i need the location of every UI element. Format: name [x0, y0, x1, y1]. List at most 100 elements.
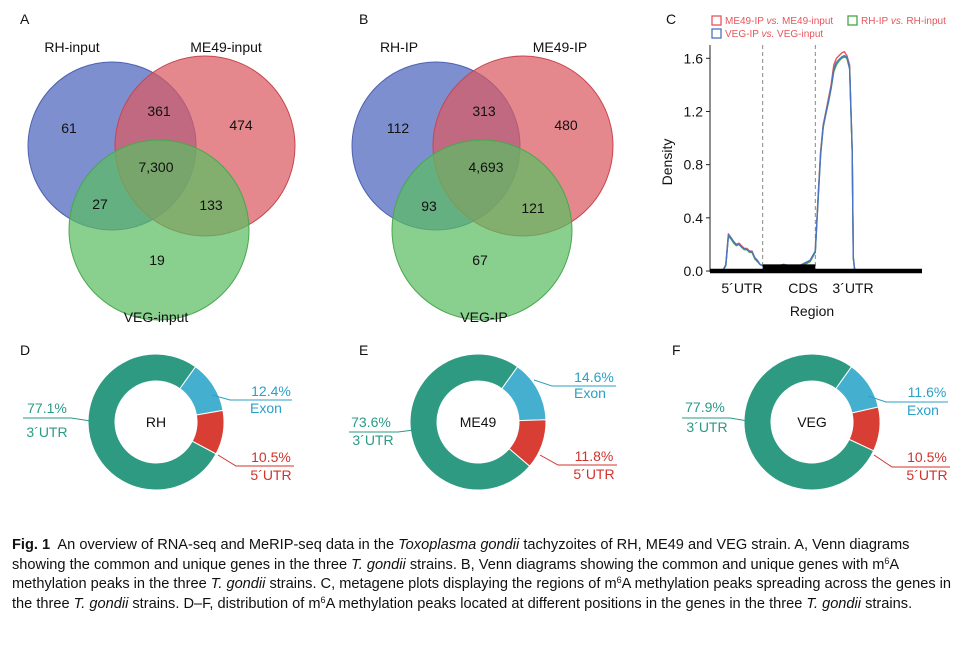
- donut-me49-3utr-pct: 73.6%: [351, 414, 391, 430]
- caption-sup-2: 6: [616, 575, 622, 586]
- donut-me49-3utr-name: 3´UTR: [352, 432, 393, 448]
- legend-swatch-me49: [711, 15, 722, 26]
- donut-me49-slice-3utr: [409, 353, 531, 491]
- legend-rh-prefix: RH-IP: [861, 16, 891, 27]
- venn-b-r12-count: 313: [472, 103, 496, 119]
- donut-me49-exon-pct: 14.6%: [574, 369, 614, 385]
- y-tick-label-0: 0.0: [684, 263, 704, 279]
- venn-a-set3-circle: [68, 139, 250, 321]
- chart-y-ticks: 0.0 0.4 0.8 1.2 1.6: [684, 50, 710, 279]
- donut-me49-exon-name: Exon: [574, 385, 606, 401]
- legend-veg-prefix: VEG-IP: [725, 29, 762, 40]
- venn-a-r23-count: 133: [199, 197, 223, 213]
- donut-veg-3utr-name: 3´UTR: [686, 419, 727, 435]
- leader-veg-3utr: [682, 417, 749, 422]
- venn-b-only3-count: 67: [472, 252, 488, 268]
- series-line-2: [710, 54, 868, 272]
- donut-veg-5utr-name: 5´UTR: [906, 467, 947, 483]
- leader-rh-exon: [211, 394, 292, 401]
- panel-a-letter: A: [20, 11, 30, 27]
- caption-text-2: tachyzoites of RH, ME49 and VEG strain. …: [12, 537, 910, 573]
- caption-sup-1: 6: [884, 555, 890, 566]
- series-line-0: [710, 50, 868, 272]
- venn-a-only1-count: 61: [61, 120, 77, 136]
- figure-caption: Fig. 1 An overview of RNA-seq and MeRIP-…: [12, 536, 957, 614]
- venn-a-r13-count: 27: [92, 196, 108, 212]
- donut-rh-5utr-pct: 10.5%: [251, 449, 291, 465]
- x-tick-cds: CDS: [788, 280, 818, 296]
- leader-veg-exon: [867, 395, 948, 403]
- panel-f: F VEG 77.9% 3´UTR 11.6% Exon 10.5% 5´UTR: [672, 342, 950, 491]
- caption-fig-label: Fig. 1: [12, 537, 51, 553]
- venn-b-r13-count: 93: [421, 198, 437, 214]
- caption-species-5: T. gondii: [806, 595, 862, 612]
- leader-veg-5utr: [873, 454, 950, 468]
- panel-f-letter: F: [672, 342, 681, 358]
- donut-rh-3utr-name: 3´UTR: [26, 424, 67, 440]
- donut-veg-slice-3utr: [743, 353, 875, 491]
- legend-me49-vs: vs.: [767, 16, 780, 27]
- donut-chart-veg: [743, 353, 881, 491]
- venn-b-set3-label: VEG-IP: [460, 309, 507, 325]
- leader-me49-exon: [533, 379, 616, 387]
- venn-b-only1-count: 112: [387, 120, 410, 136]
- x-tick-5utr: 5´UTR: [721, 280, 762, 296]
- legend-swatch-rh: [847, 15, 858, 26]
- caption-text-1: An overview of RNA-seq and MeRIP-seq dat…: [57, 537, 399, 553]
- venn-a-set1-label: RH-input: [44, 39, 99, 55]
- chart-series: [710, 50, 868, 272]
- panel-b: B RH-IP ME49-IP VEG-IP 112 313 480 4,693…: [351, 11, 614, 325]
- donut-chart-rh: [87, 353, 225, 491]
- caption-text-9: strains.: [861, 595, 913, 612]
- venn-b-only2-count: 480: [554, 117, 578, 133]
- caption-species-4: T. gondii: [73, 595, 129, 612]
- donut-veg-exon-name: Exon: [907, 402, 939, 418]
- y-tick-label-3: 1.2: [684, 103, 704, 119]
- panel-c: C ME49-IP vs. ME49-input RH-IP vs. RH-in…: [659, 11, 946, 319]
- donut-veg-5utr-pct: 10.5%: [907, 449, 947, 465]
- legend-label-rh: RH-IP vs. RH-input: [861, 16, 946, 27]
- caption-species-1: Toxoplasma gondii: [398, 537, 520, 553]
- caption-species-3: T. gondii: [210, 576, 266, 593]
- leader-rh-5utr: [217, 454, 294, 467]
- leader-me49-3utr: [349, 429, 415, 433]
- caption-text-5: strains. C, metagene plots displaying th…: [265, 576, 617, 593]
- caption-text-3: strains. B, Venn diagrams showing the co…: [405, 556, 885, 573]
- venn-a-set2-label: ME49-input: [190, 39, 262, 55]
- panel-d-letter: D: [20, 342, 30, 358]
- chart-legend: ME49-IP vs. ME49-input RH-IP vs. RH-inpu…: [711, 15, 946, 40]
- donut-rh-slice-3utr: [87, 353, 217, 491]
- leader-rh-3utr: [23, 417, 92, 422]
- panel-b-letter: B: [359, 11, 368, 27]
- legend-swatch-veg: [711, 28, 722, 39]
- donut-me49-5utr-pct: 11.8%: [575, 448, 614, 464]
- panel-e-letter: E: [359, 342, 368, 358]
- y-tick-label-2: 0.8: [684, 157, 704, 173]
- venn-b-set3-circle: [391, 139, 573, 321]
- donut-rh-3utr-pct: 77.1%: [27, 400, 67, 416]
- legend-veg-vs: vs.: [762, 29, 775, 40]
- chart-y-axis-label: Density: [659, 139, 675, 186]
- donut-veg-3utr-pct: 77.9%: [685, 399, 725, 415]
- venn-a-only2-count: 474: [229, 117, 253, 133]
- leader-me49-5utr: [539, 454, 617, 466]
- chart-x-axis-label: Region: [790, 303, 834, 319]
- y-tick-label-1: 0.4: [684, 210, 704, 226]
- figure-panels: A RH-input ME49-input VEG-input 61 361 4…: [20, 11, 950, 491]
- donut-me49-5utr-name: 5´UTR: [573, 466, 614, 482]
- venn-a-set3-label: VEG-input: [124, 309, 189, 325]
- donut-veg-exon-pct: 11.6%: [908, 384, 947, 400]
- legend-label-me49: ME49-IP vs. ME49-input: [725, 16, 833, 27]
- legend-label-veg: VEG-IP vs. VEG-input: [725, 29, 823, 40]
- donut-me49-center-label: ME49: [460, 414, 497, 430]
- caption-text-4: A methylation peaks in the three: [12, 556, 899, 593]
- panel-e: E ME49 73.6% 3´UTR 14.6% Exon 11.8% 5´UT…: [349, 342, 617, 491]
- venn-a-r12-count: 361: [147, 103, 171, 119]
- panel-c-letter: C: [666, 11, 676, 27]
- venn-b-set1-label: RH-IP: [380, 39, 418, 55]
- series-line-1: [710, 56, 868, 272]
- legend-rh-vs: vs.: [891, 16, 904, 27]
- legend-veg-suffix: VEG-input: [774, 29, 823, 40]
- cds-region-bar: [762, 264, 816, 271]
- legend-me49-prefix: ME49-IP: [725, 16, 767, 27]
